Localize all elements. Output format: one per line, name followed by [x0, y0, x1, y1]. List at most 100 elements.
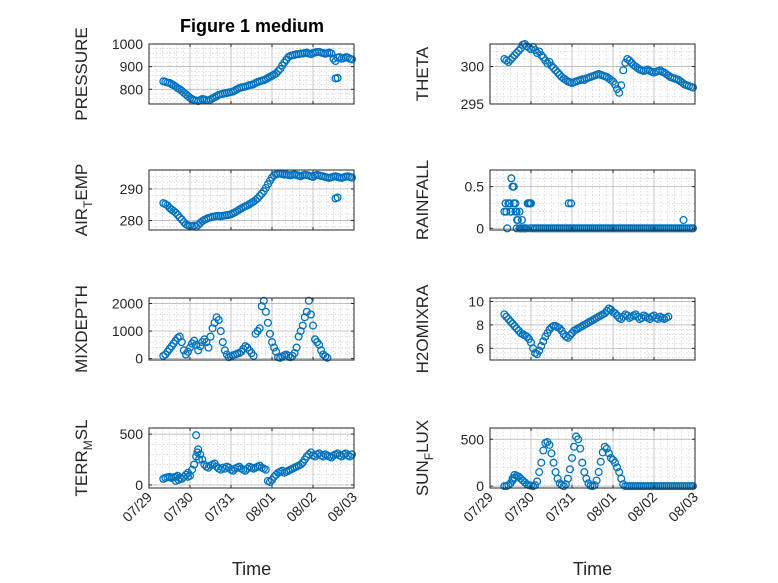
data-point — [535, 468, 544, 477]
data-point — [511, 199, 520, 208]
data-point — [304, 296, 313, 305]
subplot-4: 0 0.5 RAINFALL — [413, 160, 697, 240]
data-point — [181, 470, 190, 479]
data-point — [501, 199, 510, 208]
data-point — [216, 465, 225, 474]
y-tick-label: 1000 — [112, 36, 143, 52]
data-point — [567, 199, 576, 208]
data-point — [613, 463, 622, 472]
data-point — [506, 55, 515, 64]
data-point — [502, 207, 511, 216]
data-point — [594, 468, 603, 477]
data-point — [567, 453, 577, 463]
data-point — [206, 332, 215, 341]
y-tick-label: 0 — [135, 351, 143, 367]
subplot-7: 0 500 TERRMSL 07/29 07/30 07/31 08/01 08/02 08/0… — [72, 419, 360, 579]
data-point — [500, 310, 509, 319]
axes-frame — [148, 297, 355, 361]
data-point — [547, 61, 556, 70]
data-point — [526, 199, 536, 208]
data-point — [537, 51, 546, 60]
data-point — [278, 466, 287, 475]
data-point — [190, 336, 199, 345]
data-point — [192, 431, 201, 440]
data-point — [600, 309, 609, 318]
data-point — [512, 324, 521, 333]
plot-area — [490, 298, 695, 360]
data-point — [335, 53, 344, 62]
subplot-2: 295 300 THETA — [413, 39, 697, 112]
data-point — [235, 349, 244, 358]
y-tick-label: 900 — [120, 59, 144, 75]
y-tick-label: 800 — [120, 81, 144, 97]
data-point — [553, 474, 562, 483]
data-point — [688, 224, 697, 233]
y-tick-label: 2000 — [112, 296, 143, 312]
axes-frame — [148, 427, 355, 489]
data-point — [578, 458, 587, 467]
y-axis-label: SUNFLUX — [413, 420, 436, 496]
axes-frame — [489, 43, 696, 105]
data-point — [502, 312, 511, 321]
x-tick-label: 07/29 — [119, 489, 155, 525]
y-tick-label: 10 — [468, 294, 484, 310]
data-point — [507, 174, 516, 183]
data-point — [664, 71, 673, 80]
data-point — [257, 189, 266, 198]
data-point — [604, 449, 613, 458]
data-point — [555, 324, 564, 333]
y-axis-label: TERRMSL — [72, 419, 95, 496]
data-points — [159, 431, 357, 486]
data-point — [637, 313, 646, 322]
data-point — [171, 208, 180, 217]
data-point — [198, 455, 207, 464]
data-point — [596, 457, 605, 466]
data-point — [174, 475, 183, 484]
axes-frame — [148, 43, 355, 105]
data-point — [292, 343, 301, 352]
data-point — [513, 215, 522, 225]
data-point — [543, 59, 552, 68]
data-point — [251, 195, 260, 205]
data-point — [196, 342, 205, 351]
data-point — [537, 458, 546, 467]
data-point — [610, 458, 620, 467]
data-point — [218, 338, 227, 347]
subplot-3: 280 290 AIRTEMP — [72, 164, 357, 237]
y-tick-label: 0 — [135, 477, 143, 493]
data-point — [664, 312, 673, 321]
data-point — [643, 65, 652, 74]
y-tick-label: 0.5 — [465, 179, 485, 195]
y-axis-label: PRESSURE — [72, 27, 91, 121]
y-tick-label: 0 — [476, 478, 484, 494]
data-point — [306, 310, 316, 319]
data-point — [214, 315, 223, 325]
y-axis-label: THETA — [413, 46, 432, 101]
x-axis-label: Time — [573, 559, 612, 579]
data-point — [619, 66, 628, 75]
data-point — [177, 338, 186, 347]
data-point — [269, 343, 279, 352]
data-point — [509, 182, 518, 191]
data-point — [190, 460, 199, 469]
data-point — [241, 466, 250, 475]
x-tick-label: 07/29 — [460, 489, 496, 525]
data-point — [508, 319, 517, 328]
data-point — [559, 482, 568, 491]
data-point — [188, 465, 197, 474]
subplot-8: 0 500 SUNFLUX 07/29 07/30 07/31 08/01 08/02 08/0… — [413, 420, 701, 579]
data-point — [333, 193, 342, 202]
data-point — [272, 69, 281, 78]
data-point — [606, 75, 615, 85]
data-point — [563, 474, 572, 483]
axes-frame — [489, 169, 696, 231]
data-point — [173, 333, 182, 343]
data-point — [296, 460, 305, 469]
data-points — [159, 47, 357, 106]
data-point — [633, 63, 642, 73]
x-tick-label: 08/03 — [665, 489, 701, 525]
data-point — [537, 341, 546, 351]
y-axis-label: AIRTEMP — [72, 164, 95, 237]
data-point — [592, 476, 601, 485]
